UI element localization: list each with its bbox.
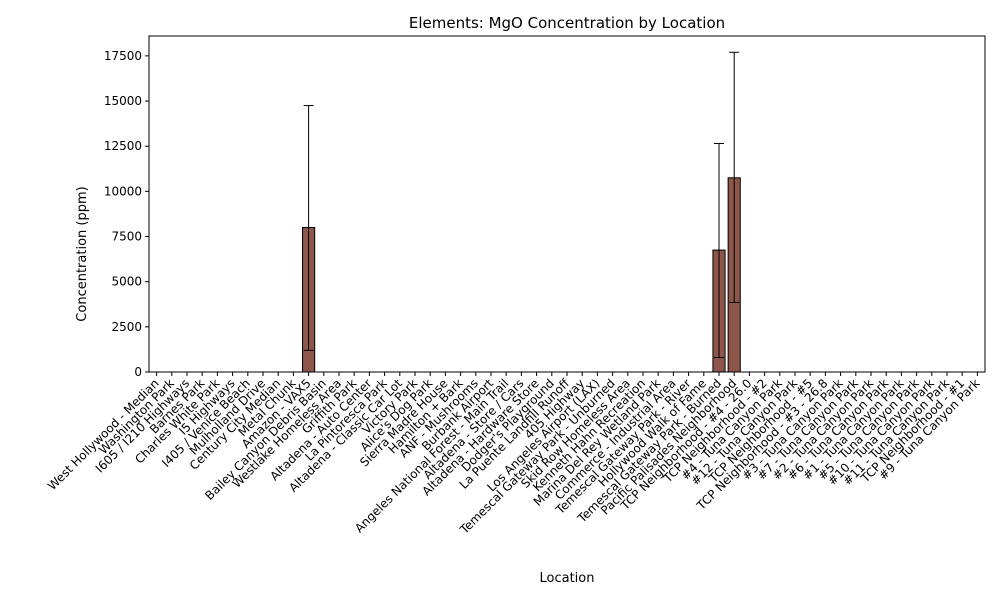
y-axis-title: Concentration (ppm) bbox=[75, 186, 90, 321]
plot-frame bbox=[148, 35, 986, 373]
y-tick-label: 10000 bbox=[104, 184, 142, 198]
y-tick-label: 15000 bbox=[104, 94, 142, 108]
y-tick-label: 0 bbox=[134, 365, 142, 379]
bars bbox=[302, 177, 741, 373]
y-tick-label: 12500 bbox=[104, 139, 142, 153]
error-bar bbox=[714, 142, 724, 359]
chart-title: Elements: MgO Concentration by Location bbox=[409, 14, 725, 32]
y-tick-label: 5000 bbox=[111, 275, 142, 289]
plot-area bbox=[148, 35, 986, 373]
y-axis: 0 2500 5000 7500 10000 12500 15000 17500 bbox=[104, 49, 149, 379]
x-tick-label: West Hollywood - Median bbox=[45, 376, 162, 493]
x-axis-title: Location bbox=[540, 571, 595, 586]
y-tick-label: 17500 bbox=[104, 49, 142, 63]
y-tick-label: 7500 bbox=[111, 230, 142, 244]
error-bar bbox=[303, 105, 314, 351]
y-tick-label: 2500 bbox=[111, 320, 142, 334]
error-bar bbox=[729, 51, 740, 303]
error-bars bbox=[303, 51, 740, 359]
